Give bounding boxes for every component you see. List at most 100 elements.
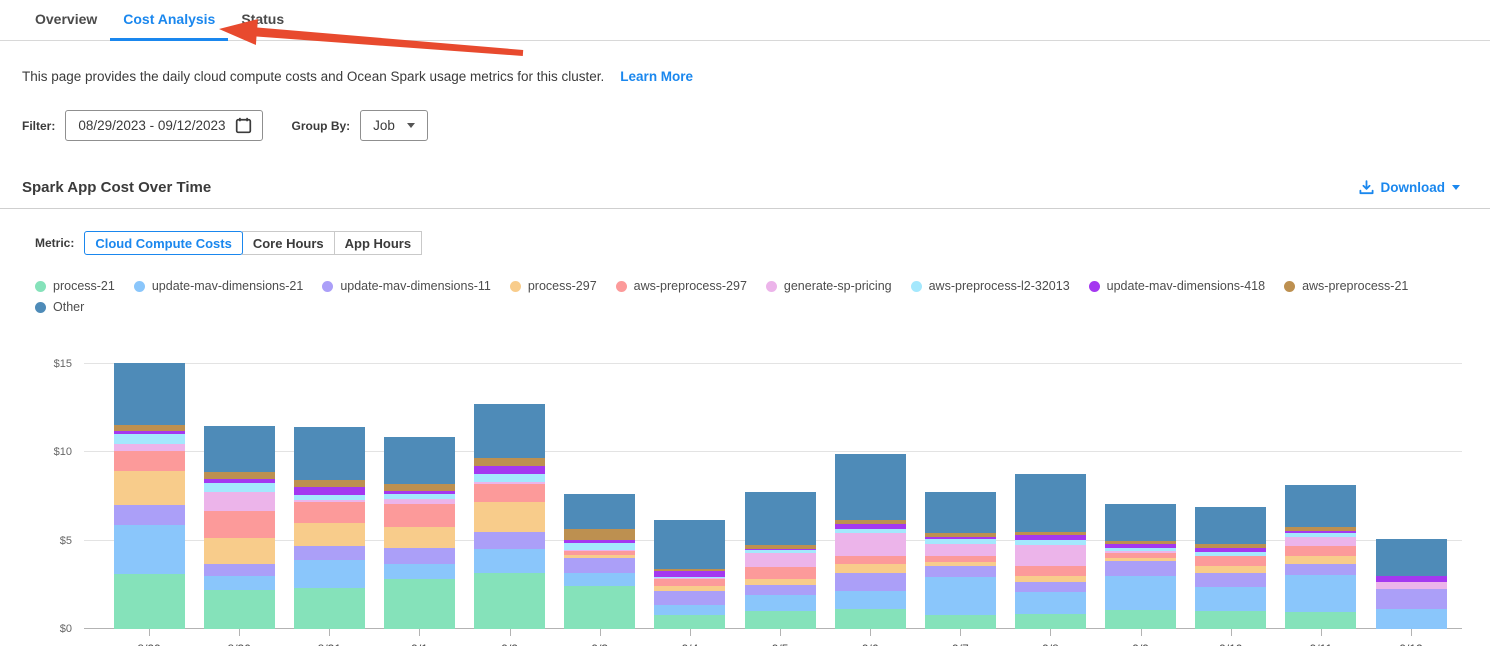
bar-8/30[interactable]: [203, 425, 275, 629]
bar-segment[interactable]: [564, 529, 636, 540]
bar-segment[interactable]: [1105, 547, 1177, 552]
bar-9/6[interactable]: [834, 453, 906, 629]
metric-option-core-hours[interactable]: Core Hours: [241, 231, 335, 255]
bar-segment[interactable]: [1285, 575, 1357, 613]
bar-segment[interactable]: [1195, 573, 1267, 587]
bar-9/11[interactable]: [1285, 484, 1357, 629]
legend-item[interactable]: update-mav-dimensions-11: [322, 279, 491, 293]
bar-segment[interactable]: [203, 483, 275, 492]
bar-9/8[interactable]: [1014, 474, 1086, 629]
bar-segment[interactable]: [654, 576, 726, 578]
bar-segment[interactable]: [744, 567, 816, 580]
bar-segment[interactable]: [203, 472, 275, 480]
bar-segment[interactable]: [383, 483, 455, 492]
tab-status[interactable]: Status: [241, 11, 285, 27]
bar-segment[interactable]: [383, 548, 455, 565]
bar-segment[interactable]: [924, 555, 996, 562]
bar-segment[interactable]: [924, 614, 996, 629]
bar-segment[interactable]: [474, 573, 546, 629]
bar-segment[interactable]: [1375, 608, 1447, 629]
bar-segment[interactable]: [834, 573, 906, 591]
bar-segment[interactable]: [744, 552, 816, 568]
bar-segment[interactable]: [383, 578, 455, 629]
bar-segment[interactable]: [474, 501, 546, 532]
bar-segment[interactable]: [293, 486, 365, 495]
bar-segment[interactable]: [1014, 582, 1086, 592]
bar-segment[interactable]: [113, 525, 185, 575]
bar-segment[interactable]: [113, 434, 185, 445]
bar-segment[interactable]: [564, 539, 636, 544]
legend-item[interactable]: process-21: [35, 279, 115, 293]
bar-segment[interactable]: [1375, 589, 1447, 609]
bar-segment[interactable]: [383, 527, 455, 549]
bar-segment[interactable]: [1105, 540, 1177, 545]
bar-segment[interactable]: [383, 493, 455, 499]
bar-segment[interactable]: [1285, 564, 1357, 576]
bar-segment[interactable]: [924, 491, 996, 533]
bar-segment[interactable]: [924, 576, 996, 615]
bar-segment[interactable]: [1014, 539, 1086, 545]
bar-9/12[interactable]: [1375, 538, 1447, 629]
legend-item[interactable]: generate-sp-pricing: [765, 279, 892, 293]
bar-8/29[interactable]: [113, 362, 185, 629]
bar-segment[interactable]: [1105, 610, 1177, 629]
bar-segment[interactable]: [293, 480, 365, 487]
bar-segment[interactable]: [1195, 611, 1267, 629]
bar-segment[interactable]: [203, 537, 275, 565]
bar-segment[interactable]: [1195, 555, 1267, 557]
metric-option-app-hours[interactable]: App Hours: [333, 231, 423, 255]
bar-segment[interactable]: [1375, 582, 1447, 590]
bar-segment[interactable]: [113, 444, 185, 452]
bar-segment[interactable]: [1014, 575, 1086, 583]
bar-segment[interactable]: [474, 466, 546, 475]
bar-segment[interactable]: [564, 585, 636, 629]
bar-segment[interactable]: [834, 520, 906, 524]
bar-segment[interactable]: [654, 585, 726, 591]
bar-segment[interactable]: [564, 558, 636, 574]
bar-segment[interactable]: [744, 579, 816, 585]
bar-segment[interactable]: [834, 556, 906, 564]
bar-segment[interactable]: [1195, 547, 1267, 553]
bar-segment[interactable]: [1105, 552, 1177, 559]
legend-item[interactable]: update-mav-dimensions-418: [1088, 279, 1265, 293]
bar-segment[interactable]: [654, 590, 726, 606]
bar-segment[interactable]: [1014, 591, 1086, 614]
bar-segment[interactable]: [1105, 575, 1177, 611]
bar-segment[interactable]: [113, 451, 185, 471]
bar-segment[interactable]: [293, 499, 365, 503]
bar-segment[interactable]: [744, 611, 816, 629]
bar-segment[interactable]: [113, 505, 185, 526]
bar-segment[interactable]: [474, 474, 546, 483]
learn-more-link[interactable]: Learn More: [620, 69, 694, 84]
bar-segment[interactable]: [474, 404, 546, 459]
bar-segment[interactable]: [203, 479, 275, 483]
bar-segment[interactable]: [113, 424, 185, 431]
bar-segment[interactable]: [924, 537, 996, 539]
bar-9/5[interactable]: [744, 491, 816, 629]
bar-segment[interactable]: [293, 559, 365, 589]
bar-segment[interactable]: [1285, 612, 1357, 629]
bar-segment[interactable]: [744, 491, 816, 546]
bar-segment[interactable]: [744, 548, 816, 551]
bar-segment[interactable]: [564, 573, 636, 586]
bar-segment[interactable]: [1375, 575, 1447, 583]
bar-segment[interactable]: [564, 554, 636, 559]
bar-segment[interactable]: [1195, 552, 1267, 556]
bar-segment[interactable]: [564, 550, 636, 552]
bar-segment[interactable]: [1195, 556, 1267, 567]
legend-item[interactable]: aws-preprocess-297: [615, 279, 747, 293]
bar-segment[interactable]: [1285, 530, 1357, 534]
bar-segment[interactable]: [834, 590, 906, 609]
bar-segment[interactable]: [654, 520, 726, 569]
bar-9/4[interactable]: [654, 520, 726, 629]
bar-segment[interactable]: [1014, 544, 1086, 567]
bar-segment[interactable]: [383, 504, 455, 528]
tab-overview[interactable]: Overview: [35, 11, 98, 27]
bar-segment[interactable]: [564, 493, 636, 530]
bar-9/3[interactable]: [564, 493, 636, 629]
bar-segment[interactable]: [1105, 544, 1177, 548]
bar-segment[interactable]: [654, 570, 726, 577]
bar-segment[interactable]: [1014, 531, 1086, 536]
bar-segment[interactable]: [113, 362, 185, 425]
bar-segment[interactable]: [293, 545, 365, 560]
